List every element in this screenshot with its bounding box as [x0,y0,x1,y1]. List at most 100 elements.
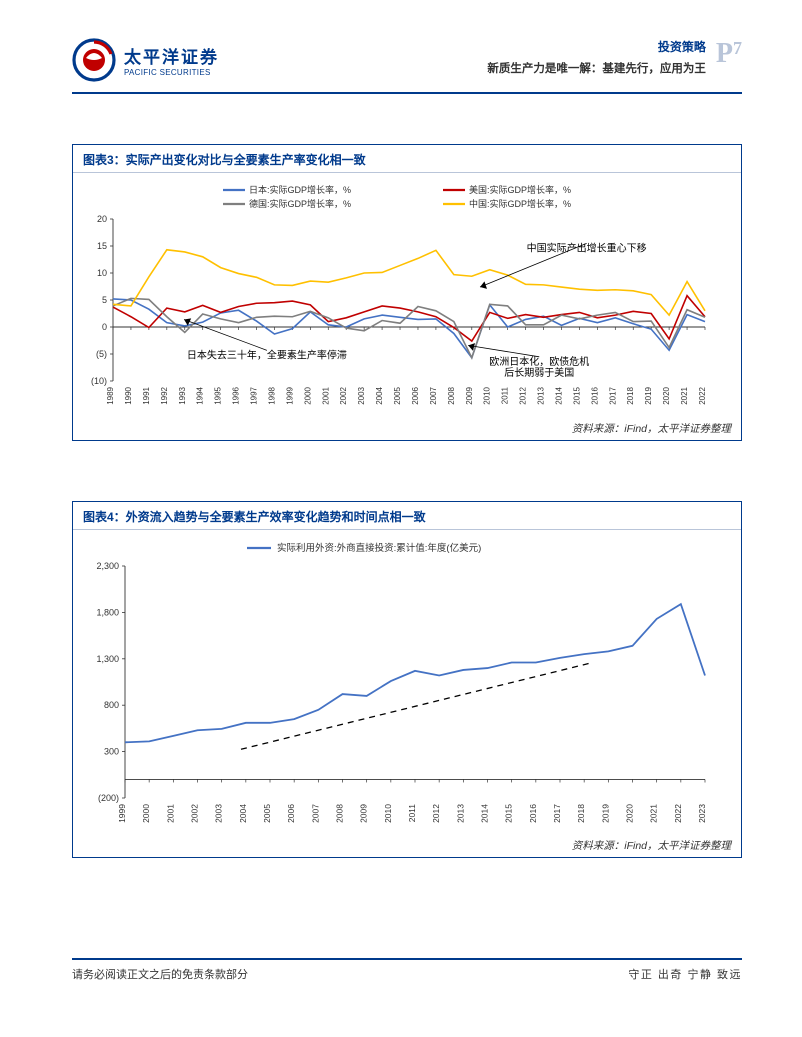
svg-text:2013: 2013 [455,804,465,823]
page-number: P7 [716,38,742,70]
svg-text:1,800: 1,800 [96,607,119,617]
svg-text:2014: 2014 [554,386,563,404]
svg-text:2016: 2016 [590,386,599,404]
svg-text:2017: 2017 [608,386,617,404]
svg-text:15: 15 [97,241,107,251]
svg-text:2018: 2018 [626,386,635,404]
svg-text:2005: 2005 [393,386,402,404]
svg-text:2011: 2011 [407,804,417,823]
svg-text:2000: 2000 [141,804,151,823]
svg-text:2004: 2004 [375,386,384,404]
svg-text:(5): (5) [96,349,107,359]
logo-icon [72,38,116,82]
svg-text:2019: 2019 [644,386,653,404]
svg-text:2007: 2007 [429,386,438,404]
svg-text:日本失去三十年，全要素生产率停滞: 日本失去三十年，全要素生产率停滞 [187,348,347,361]
svg-text:实际利用外资:外商直接投资:累计值:年度(亿美元): 实际利用外资:外商直接投资:累计值:年度(亿美元) [277,542,481,554]
svg-text:欧洲日本化，欧债危机: 欧洲日本化，欧债危机 [489,355,589,368]
svg-text:1993: 1993 [178,386,187,404]
svg-text:2001: 2001 [165,804,175,823]
svg-text:2017: 2017 [552,804,562,823]
svg-text:1999: 1999 [117,804,127,823]
report-subtitle: 新质生产力是唯一解：基建先行，应用为王 [487,60,706,76]
svg-text:2008: 2008 [447,386,456,404]
svg-text:2004: 2004 [238,804,248,823]
svg-text:2011: 2011 [501,386,510,404]
chart3-title: 图表3：实际产出变化对比与全要素生产率变化相一致 [73,145,741,173]
svg-text:5: 5 [102,295,107,305]
svg-text:2020: 2020 [625,804,635,823]
svg-text:2018: 2018 [576,804,586,823]
svg-text:2006: 2006 [411,386,420,404]
svg-text:1989: 1989 [106,386,115,404]
svg-text:800: 800 [104,700,119,710]
chart4-plot: 实际利用外资:外商直接投资:累计值:年度(亿美元)(200)3008001,30… [77,538,717,828]
svg-text:1990: 1990 [124,386,133,404]
footer-disclaimer: 请务必阅读正文之后的免责条款部分 [72,966,248,982]
svg-text:2012: 2012 [431,804,441,823]
svg-text:美国:实际GDP增长率，%: 美国:实际GDP增长率，% [469,184,571,195]
svg-text:1992: 1992 [160,386,169,404]
svg-text:2022: 2022 [673,804,683,823]
svg-text:中国实际产出增长重心下移: 中国实际产出增长重心下移 [527,241,647,254]
svg-text:2005: 2005 [262,804,272,823]
svg-text:日本:实际GDP增长率，%: 日本:实际GDP增长率，% [249,184,351,195]
svg-text:中国:实际GDP增长率，%: 中国:实际GDP增长率，% [469,198,571,209]
svg-text:2021: 2021 [680,386,689,404]
svg-text:1995: 1995 [214,386,223,404]
chart3-container: 图表3：实际产出变化对比与全要素生产率变化相一致 日本:实际GDP增长率，% 美国… [72,144,742,441]
chart3-plot: 日本:实际GDP增长率，% 美国:实际GDP增长率，% 德国:实际GDP增长率，% 中… [77,181,717,411]
svg-text:2009: 2009 [359,804,369,823]
svg-text:2003: 2003 [357,386,366,404]
svg-text:1994: 1994 [196,386,205,404]
svg-text:1996: 1996 [232,386,241,404]
svg-text:2015: 2015 [504,804,514,823]
chart4-title: 图表4：外资流入趋势与全要素生产效率变化趋势和时间点相一致 [73,502,741,530]
svg-text:20: 20 [97,214,107,224]
svg-text:2023: 2023 [697,804,707,823]
subtitle-part1: 新质生产力是唯一解： [487,63,602,75]
svg-text:2012: 2012 [519,386,528,404]
svg-text:2010: 2010 [483,386,492,404]
svg-text:2007: 2007 [310,804,320,823]
svg-text:2002: 2002 [339,386,348,404]
footer-divider [72,958,742,960]
svg-text:2016: 2016 [528,804,538,823]
svg-text:2001: 2001 [321,386,330,404]
report-category: 投资策略 [487,38,706,55]
svg-text:2003: 2003 [214,804,224,823]
svg-text:10: 10 [97,268,107,278]
footer-motto: 守正 出奇 宁静 致远 [628,966,742,982]
svg-text:2020: 2020 [662,386,671,404]
svg-text:2009: 2009 [465,386,474,404]
page-header: 太平洋证券 PACIFIC SECURITIES 投资策略 新质生产力是唯一解：… [72,38,742,82]
page-footer: 请务必阅读正文之后的免责条款部分 守正 出奇 宁静 致远 [72,958,742,982]
svg-text:2019: 2019 [600,804,610,823]
svg-text:(10): (10) [91,376,107,386]
chart3-source: 资料来源：iFind，太平洋证券整理 [73,418,741,440]
svg-text:2002: 2002 [190,804,200,823]
company-name-cn: 太平洋证券 [124,43,219,68]
svg-text:300: 300 [104,747,119,757]
svg-text:1,300: 1,300 [96,654,119,664]
svg-text:2000: 2000 [303,386,312,404]
svg-text:0: 0 [102,322,107,332]
svg-text:1998: 1998 [267,386,276,404]
company-logo: 太平洋证券 PACIFIC SECURITIES [72,38,219,82]
svg-text:2014: 2014 [480,804,490,823]
company-name-en: PACIFIC SECURITIES [124,68,219,77]
svg-text:2015: 2015 [572,386,581,404]
svg-text:1997: 1997 [250,386,259,404]
svg-text:1999: 1999 [285,386,294,404]
subtitle-part2: 基建先行，应用为王 [602,63,706,75]
svg-text:2010: 2010 [383,804,393,823]
svg-text:2022: 2022 [698,386,707,404]
svg-text:2013: 2013 [537,386,546,404]
svg-text:德国:实际GDP增长率，%: 德国:实际GDP增长率，% [249,198,351,209]
chart4-source: 资料来源：iFind，太平洋证券整理 [73,835,741,857]
header-divider [72,92,742,94]
svg-text:2,300: 2,300 [96,561,119,571]
svg-text:2008: 2008 [335,804,345,823]
svg-text:后长期弱于美国: 后长期弱于美国 [504,366,574,379]
svg-text:2021: 2021 [649,804,659,823]
